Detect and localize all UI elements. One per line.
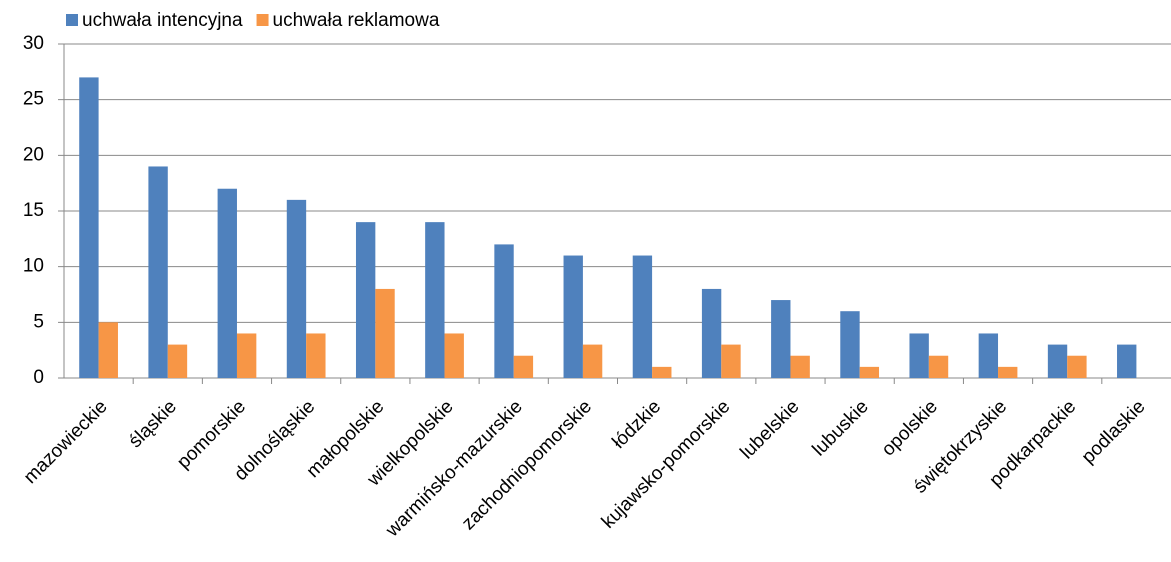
bar bbox=[513, 355, 534, 378]
legend-label: uchwała intencyjna bbox=[82, 10, 243, 31]
bar bbox=[1047, 344, 1068, 378]
bar bbox=[840, 311, 860, 378]
bar bbox=[978, 333, 999, 378]
bar bbox=[355, 222, 376, 378]
legend-swatch bbox=[66, 14, 78, 26]
bar bbox=[148, 166, 168, 378]
bar bbox=[859, 366, 880, 378]
bar bbox=[217, 188, 237, 378]
bar bbox=[721, 344, 741, 378]
bar bbox=[306, 333, 326, 378]
y-tick-label: 5 bbox=[33, 311, 44, 332]
x-tick-label: lubelskie bbox=[736, 396, 803, 463]
bar bbox=[236, 333, 257, 378]
x-tick-label: kujawsko-pomorskie bbox=[598, 396, 735, 533]
bar bbox=[998, 366, 1018, 378]
y-tick-label: 25 bbox=[23, 89, 44, 110]
bar bbox=[771, 300, 791, 378]
legend-swatch bbox=[256, 14, 269, 26]
x-tick-label: warmińsko-mazurskie bbox=[381, 396, 526, 541]
y-tick-label: 15 bbox=[23, 200, 44, 221]
bar bbox=[563, 255, 583, 378]
y-tick-label: 20 bbox=[23, 144, 44, 165]
bar bbox=[79, 77, 99, 379]
legend-label: uchwała reklamowa bbox=[273, 10, 440, 31]
y-tick-label: 10 bbox=[23, 256, 44, 277]
y-tick-label: 30 bbox=[23, 33, 44, 54]
bar bbox=[375, 288, 395, 378]
bar bbox=[425, 222, 445, 378]
x-tick-label: zachodniopomorskie bbox=[458, 396, 596, 534]
x-tick-label: łódzkie bbox=[608, 396, 665, 453]
x-tick-label: lubuskie bbox=[809, 396, 873, 460]
x-tick-label: podlaskie bbox=[1078, 396, 1150, 468]
x-tick-label: mazowieckie bbox=[20, 396, 112, 488]
x-tick-label: opolskie bbox=[878, 396, 942, 460]
bar bbox=[444, 333, 464, 378]
bar bbox=[167, 344, 188, 378]
x-tick-label: śląskie bbox=[125, 396, 181, 452]
bar bbox=[632, 255, 653, 378]
bar bbox=[582, 344, 603, 378]
bar bbox=[1117, 344, 1137, 378]
bar bbox=[909, 333, 929, 378]
bar bbox=[701, 288, 722, 378]
bar bbox=[286, 199, 307, 378]
bar bbox=[1067, 355, 1087, 378]
bar bbox=[494, 244, 514, 378]
bar bbox=[928, 355, 949, 378]
bar bbox=[98, 322, 118, 378]
bar bbox=[652, 366, 672, 378]
y-tick-label: 0 bbox=[33, 367, 44, 388]
bar bbox=[790, 355, 810, 378]
